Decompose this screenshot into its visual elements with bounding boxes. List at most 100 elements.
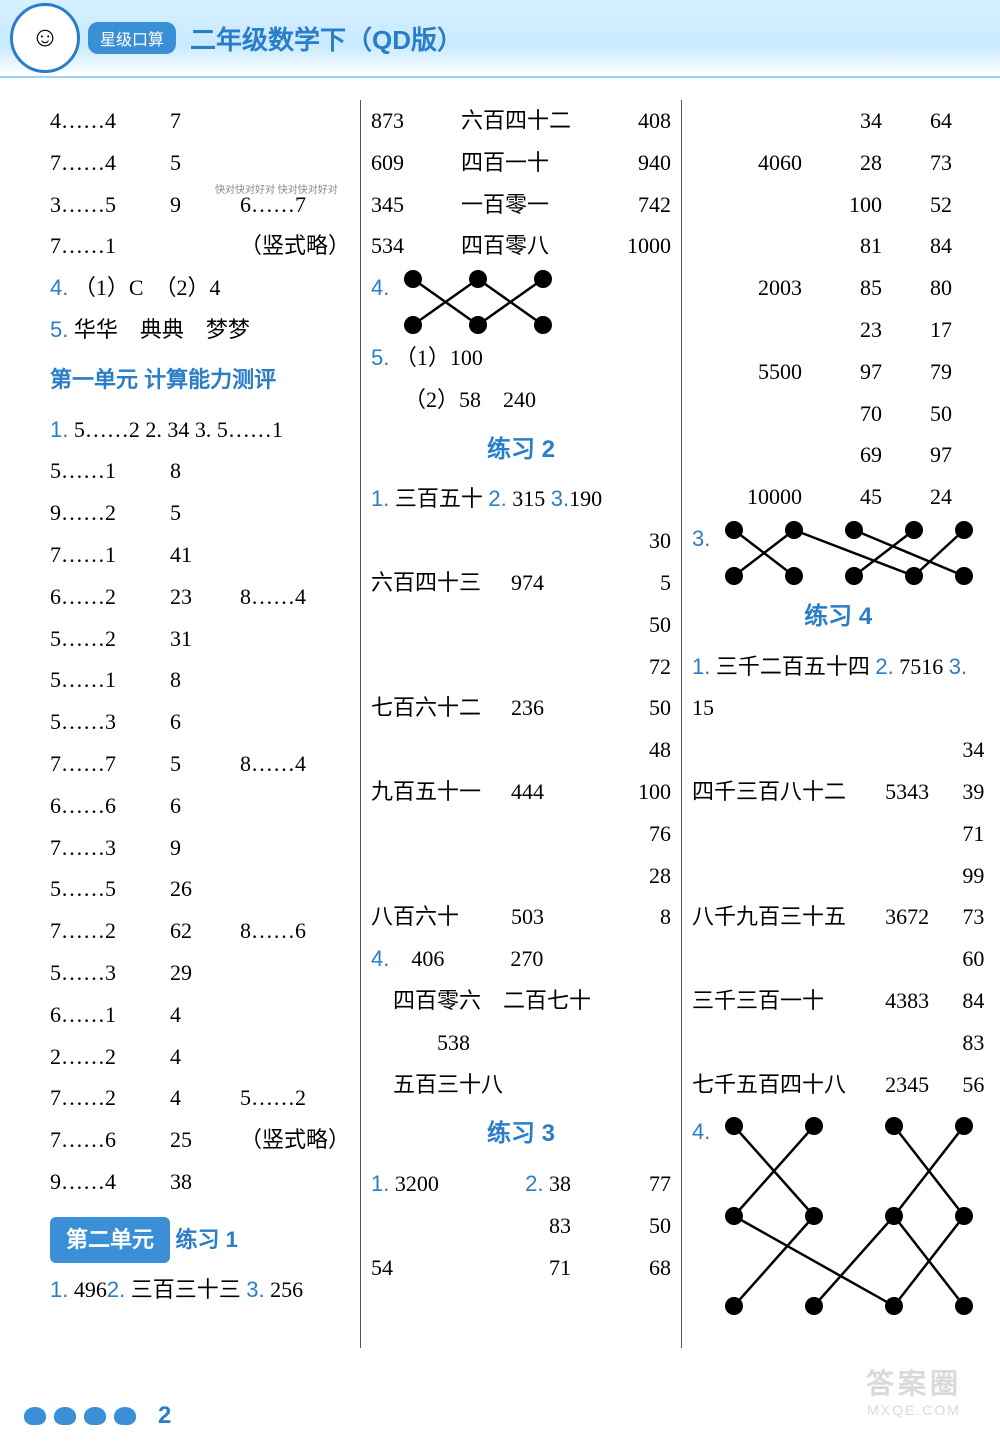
- data-cell: 六百四十三: [371, 562, 511, 604]
- data-row: 48: [371, 729, 671, 771]
- data-row: 7……1（竖式略）: [50, 225, 350, 267]
- data-cell: 71: [471, 1247, 571, 1289]
- data-row: 三千三百一十438384: [692, 980, 984, 1022]
- data-cell: [371, 855, 511, 897]
- exercise-2-title: 练习 2: [371, 427, 671, 473]
- data-cell: 64: [882, 100, 952, 142]
- data-row: 8184: [692, 225, 984, 267]
- data-cell: 4……4: [50, 100, 170, 142]
- watermark-cn: 答案圈: [844, 1362, 984, 1402]
- data-cell: 5……3: [50, 701, 170, 743]
- data-cell: 73: [929, 896, 984, 938]
- data-row: 20038580: [692, 267, 984, 309]
- watermark-logo: 答案圈 MXQE.COM: [844, 1362, 984, 1422]
- watermark-en: MXQE.COM: [844, 1402, 984, 1418]
- data-cell: 85: [802, 267, 882, 309]
- data-cell: 444: [511, 771, 601, 813]
- data-cell: 一百零一: [461, 184, 601, 226]
- q4b-l3: 538: [371, 1022, 671, 1064]
- data-cell: [511, 520, 601, 562]
- q3-match-wrap: 3.: [692, 518, 984, 588]
- data-cell: 6……2: [50, 576, 170, 618]
- data-cell: [692, 309, 802, 351]
- data-cell: [692, 813, 850, 855]
- data-row: 100004524: [692, 476, 984, 518]
- data-row: 40602873: [692, 142, 984, 184]
- data-cell: 九百五十一: [371, 771, 511, 813]
- data-cell: [850, 938, 929, 980]
- data-cell: 77: [571, 1163, 671, 1205]
- q4-match-wrap: 4.: [371, 267, 671, 337]
- data-cell: 9: [170, 827, 240, 869]
- data-row: 547168: [371, 1247, 671, 1289]
- data-cell: [692, 938, 850, 980]
- q5-line2: （2）58 240: [371, 379, 671, 421]
- data-cell: [511, 646, 601, 688]
- data-cell: 8: [601, 896, 671, 938]
- data-cell: 76: [601, 813, 671, 855]
- data-cell: 609: [371, 142, 461, 184]
- data-row: 6……2238……4: [50, 576, 350, 618]
- data-cell: 71: [929, 813, 984, 855]
- data-cell: [511, 729, 601, 771]
- column-3: 3464406028731005281842003858023175500977…: [681, 100, 994, 1348]
- data-cell: [371, 646, 511, 688]
- data-cell: 3……5: [50, 184, 170, 226]
- data-row: 50: [371, 604, 671, 646]
- data-row: 76: [371, 813, 671, 855]
- data-cell: （竖式略）: [240, 1119, 350, 1161]
- data-cell: 97: [802, 351, 882, 393]
- data-row: 7050: [692, 393, 984, 435]
- data-cell: 68: [571, 1247, 671, 1289]
- footer: 2 答案圈 MXQE.COM: [0, 1402, 1000, 1430]
- data-cell: 三千三百一十: [692, 980, 850, 1022]
- data-cell: 5……3: [50, 952, 170, 994]
- data-cell: [850, 855, 929, 897]
- data-row: 71: [692, 813, 984, 855]
- data-row: 2317: [692, 309, 984, 351]
- data-row: 6997: [692, 434, 984, 476]
- data-cell: 8……4: [240, 576, 306, 618]
- data-row: 7……245……2: [50, 1077, 350, 1119]
- data-cell: 8……4: [240, 743, 306, 785]
- data-cell: [511, 813, 601, 855]
- data-cell: 345: [371, 184, 461, 226]
- data-cell: 99: [929, 855, 984, 897]
- data-cell: 84: [929, 980, 984, 1022]
- data-cell: 9……2: [50, 492, 170, 534]
- data-cell: 4: [170, 994, 240, 1036]
- data-cell: 7……4: [50, 142, 170, 184]
- q4b-l2: 四百零六 二百七十: [371, 980, 671, 1022]
- footer-dot-icon: [114, 1407, 136, 1425]
- data-cell: 7: [170, 100, 240, 142]
- data-row: 八百六十5038: [371, 896, 671, 938]
- data-cell: 50: [571, 1205, 671, 1247]
- data-row: 10052: [692, 184, 984, 226]
- data-row: 四千三百八十二534339: [692, 771, 984, 813]
- data-cell: [170, 225, 240, 267]
- data-cell: 四千三百八十二: [692, 771, 850, 813]
- data-row: 1. 32002. 3877: [371, 1163, 671, 1205]
- data-row: 5……329: [50, 952, 350, 994]
- column-2: 873六百四十二408609四百一十940345一百零一742534四百零八10…: [360, 100, 681, 1348]
- data-cell: 100: [802, 184, 882, 226]
- logo-badge: ☺: [10, 3, 80, 73]
- data-cell: 54: [371, 1247, 471, 1289]
- data-cell: 29: [170, 952, 240, 994]
- data-cell: 1000: [601, 225, 671, 267]
- data-row: 345一百零一742: [371, 184, 671, 226]
- data-cell: 97: [882, 434, 952, 476]
- data-cell: 2. 38: [471, 1163, 571, 1205]
- data-cell: 六百四十二: [461, 100, 601, 142]
- data-row: 9……25: [50, 492, 350, 534]
- data-cell: 83: [929, 1022, 984, 1064]
- data-cell: 10000: [692, 476, 802, 518]
- data-cell: 45: [802, 476, 882, 518]
- data-cell: 974: [511, 562, 601, 604]
- data-cell: 52: [882, 184, 952, 226]
- data-cell: 7……2: [50, 910, 170, 952]
- data-cell: 7……1: [50, 225, 170, 267]
- data-cell: 50: [882, 393, 952, 435]
- data-row: 609四百一十940: [371, 142, 671, 184]
- data-cell: 7……6: [50, 1119, 170, 1161]
